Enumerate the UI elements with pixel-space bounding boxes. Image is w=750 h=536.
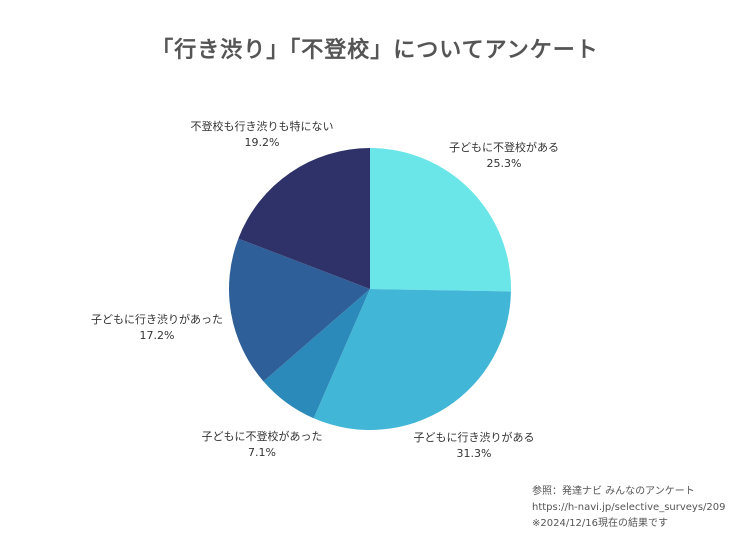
slice-value-1: 31.3%: [456, 447, 492, 460]
slice-label-4: 不登校も行き渋りも特にない 19.2%: [177, 119, 347, 151]
slice-category-3: 子どもに行き渋りがあった: [91, 313, 223, 326]
pie-slice-3: [228, 238, 370, 382]
slice-value-2: 7.1%: [248, 446, 276, 459]
slice-value-0: 25.3%: [486, 157, 522, 170]
slice-label-2: 子どもに不登校があった 7.1%: [192, 429, 332, 461]
slice-label-3: 子どもに行き渋りがあった 17.2%: [82, 312, 232, 344]
slice-category-2: 子どもに不登校があった: [201, 430, 323, 443]
pie-slice-2: [263, 289, 370, 419]
pie-slice-0: [370, 148, 512, 292]
slice-value-3: 17.2%: [139, 329, 175, 342]
slice-category-1: 子どもに行き渋りがある: [413, 431, 535, 444]
chart-title: 「行き渋り」「不登校」についてアンケート: [151, 38, 599, 63]
source-date-note: ※2024/12/16現在の結果です: [532, 518, 669, 529]
slice-category-4: 不登校も行き渋りも特にない: [190, 120, 334, 133]
slice-value-4: 19.2%: [244, 136, 280, 149]
slice-label-0: 子どもに不登校がある 25.3%: [439, 140, 569, 172]
source-line-1: 参照：発達ナビ みんなのアンケート: [532, 486, 695, 497]
source-url: https://h-navi.jp/selective_surveys/209: [532, 502, 726, 513]
slice-category-0: 子どもに不登校がある: [449, 141, 559, 154]
pie-slice-4: [238, 148, 370, 289]
source-note: 参照：発達ナビ みんなのアンケート https://h-navi.jp/sele…: [532, 484, 726, 532]
pie-slice-1: [313, 289, 511, 430]
slice-label-1: 子どもに行き渋りがある 31.3%: [404, 430, 544, 462]
